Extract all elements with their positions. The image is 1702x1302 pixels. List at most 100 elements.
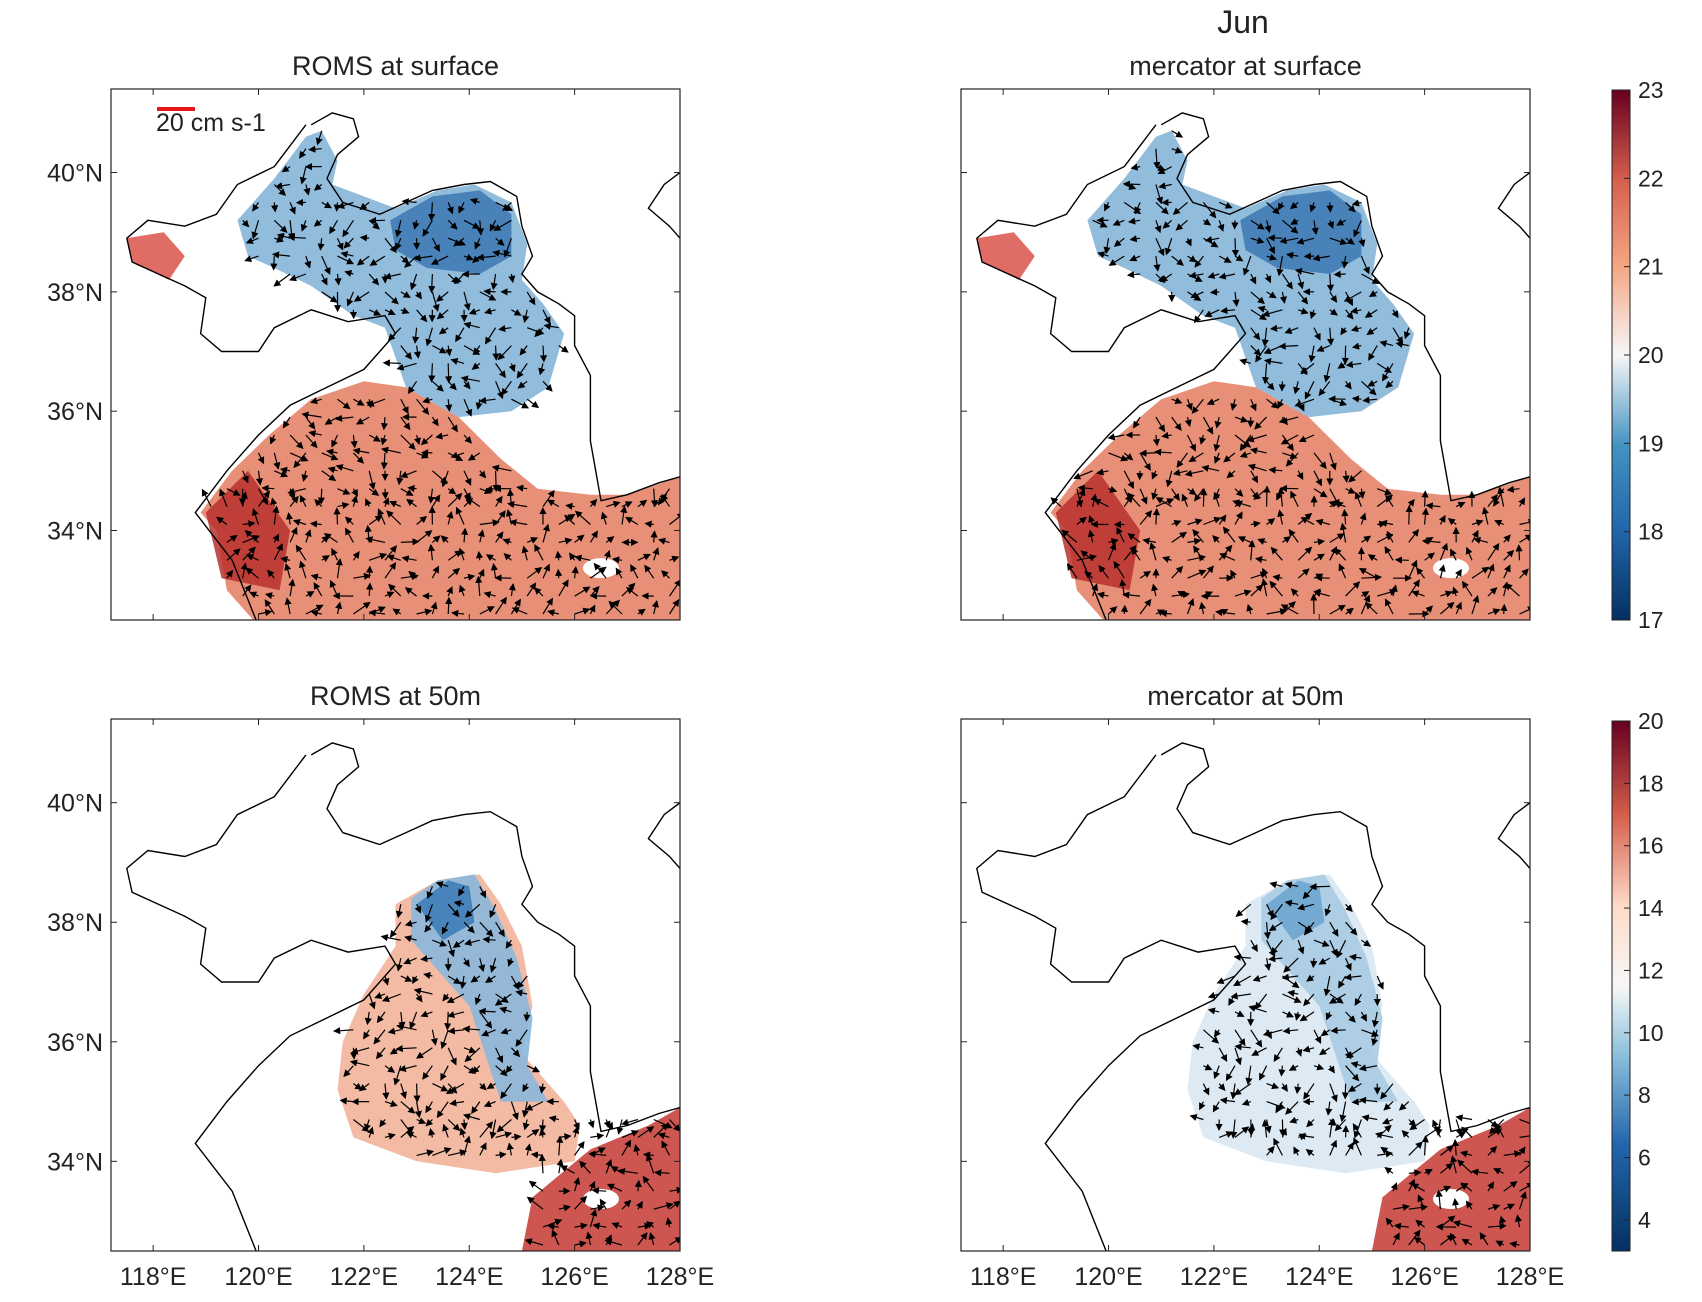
- velocity-arrow: [1395, 340, 1409, 348]
- velocity-arrow: [1411, 590, 1425, 598]
- velocity-arrow: [1127, 492, 1141, 508]
- velocity-arrow: [1268, 466, 1283, 474]
- velocity-arrow: [462, 957, 470, 968]
- velocity-arrow: [344, 269, 354, 277]
- velocity-arrow: [484, 975, 496, 983]
- velocity-arrow: [386, 510, 402, 525]
- velocity-arrow: [1176, 452, 1188, 468]
- mercator-surface-title: mercator at surface: [1129, 51, 1362, 81]
- velocity-arrow: [1188, 271, 1204, 279]
- velocity-arrow: [1066, 562, 1078, 579]
- velocity-arrow: [524, 1238, 544, 1246]
- velocity-arrow: [558, 579, 569, 597]
- velocity-arrow: [1345, 237, 1355, 245]
- velocity-arrow: [308, 145, 322, 153]
- velocity-arrow: [304, 255, 312, 269]
- lon-tick-label: 126°E: [540, 1263, 608, 1291]
- velocity-arrow: [435, 881, 449, 889]
- velocity-arrow: [1185, 237, 1192, 247]
- velocity-arrow: [1222, 526, 1236, 543]
- velocity-arrow: [625, 516, 639, 526]
- velocity-arrow: [1108, 452, 1129, 462]
- velocity-arrow: [471, 362, 481, 370]
- velocity-arrow: [435, 291, 449, 302]
- colorbar-tick-label: 21: [1638, 254, 1664, 280]
- velocity-arrow: [1329, 488, 1340, 507]
- velocity-arrow: [321, 291, 338, 303]
- velocity-arrow: [1278, 416, 1299, 424]
- velocity-arrow: [1315, 518, 1330, 526]
- velocity-arrow: [1061, 529, 1078, 543]
- velocity-arrow: [441, 470, 449, 488]
- velocity-arrow: [335, 464, 354, 472]
- velocity-arrow: [1202, 416, 1214, 435]
- lon-tick-label: 120°E: [1074, 1263, 1142, 1291]
- velocity-arrow: [1407, 498, 1415, 507]
- velocity-arrow: [1261, 327, 1269, 347]
- velocity-arrow: [428, 1128, 436, 1138]
- roms-surface-cold-core: [390, 190, 512, 274]
- velocity-arrow: [1239, 451, 1252, 458]
- velocity-arrow: [364, 1011, 372, 1026]
- velocity-arrow: [395, 904, 403, 919]
- velocity-arrow: [462, 1113, 480, 1121]
- velocity-arrow: [479, 886, 487, 899]
- velocity-arrow: [471, 1101, 481, 1115]
- velocity-arrow: [1203, 218, 1212, 226]
- velocity-arrow: [1129, 254, 1141, 262]
- velocity-arrow: [273, 273, 291, 287]
- velocity-arrow: [479, 1082, 487, 1091]
- velocity-arrow: [1230, 569, 1237, 579]
- velocity-arrow: [522, 309, 530, 323]
- velocity-arrow: [280, 556, 291, 564]
- velocity-arrow: [1351, 1098, 1362, 1106]
- velocity-arrow: [1403, 327, 1411, 340]
- velocity-arrow: [1290, 588, 1299, 597]
- velocity-arrow: [1155, 497, 1173, 508]
- velocity-arrow: [489, 957, 497, 973]
- mercator-surface-coastline-1: [976, 124, 1247, 620]
- velocity-arrow: [1345, 309, 1354, 320]
- velocity-arrow: [1076, 488, 1084, 508]
- velocity-arrow: [505, 1065, 513, 1074]
- velocity-arrow: [430, 601, 438, 615]
- velocity-arrow: [471, 1065, 481, 1074]
- velocity-arrow: [368, 217, 386, 225]
- velocity-arrow: [447, 903, 460, 918]
- velocity-arrow: [509, 519, 528, 527]
- velocity-arrow: [1286, 251, 1299, 259]
- velocity-arrow: [226, 548, 241, 561]
- lat-tick-label: 38°N: [47, 909, 103, 937]
- velocity-arrow: [384, 591, 395, 599]
- velocity-arrow: [669, 512, 680, 525]
- velocity-arrow: [484, 327, 497, 345]
- velocity-arrow: [463, 291, 471, 311]
- velocity-arrow: [1341, 256, 1349, 269]
- velocity-arrow: [526, 1196, 544, 1210]
- velocity-arrow: [1218, 201, 1233, 209]
- velocity-arrow: [458, 886, 465, 897]
- velocity-arrow: [1250, 219, 1265, 230]
- velocity-arrow: [621, 501, 633, 508]
- velocity-arrow: [1461, 580, 1473, 597]
- velocity-arrow: [506, 1142, 514, 1156]
- velocity-arrow: [495, 510, 506, 525]
- mercator-surface-frame: [960, 88, 1531, 621]
- velocity-arrow: [1368, 345, 1378, 361]
- lat-tick-label: 34°N: [47, 1148, 103, 1176]
- velocity-arrow: [495, 1065, 508, 1077]
- velocity-arrow: [1329, 237, 1348, 246]
- velocity-arrow: [498, 325, 512, 333]
- velocity-arrow: [1151, 488, 1159, 501]
- velocity-arrow: [1188, 452, 1204, 463]
- velocity-arrow: [431, 237, 440, 253]
- velocity-arrow: [615, 567, 623, 579]
- velocity-arrow: [356, 255, 370, 266]
- velocity-arrow: [1455, 601, 1462, 615]
- velocity-arrow: [1447, 517, 1457, 526]
- velocity-arrow: [510, 1101, 519, 1121]
- figure-suptitle: Jun: [1217, 4, 1269, 40]
- velocity-arrow: [1471, 529, 1479, 543]
- velocity-arrow: [400, 307, 410, 314]
- velocity-arrow: [246, 554, 259, 561]
